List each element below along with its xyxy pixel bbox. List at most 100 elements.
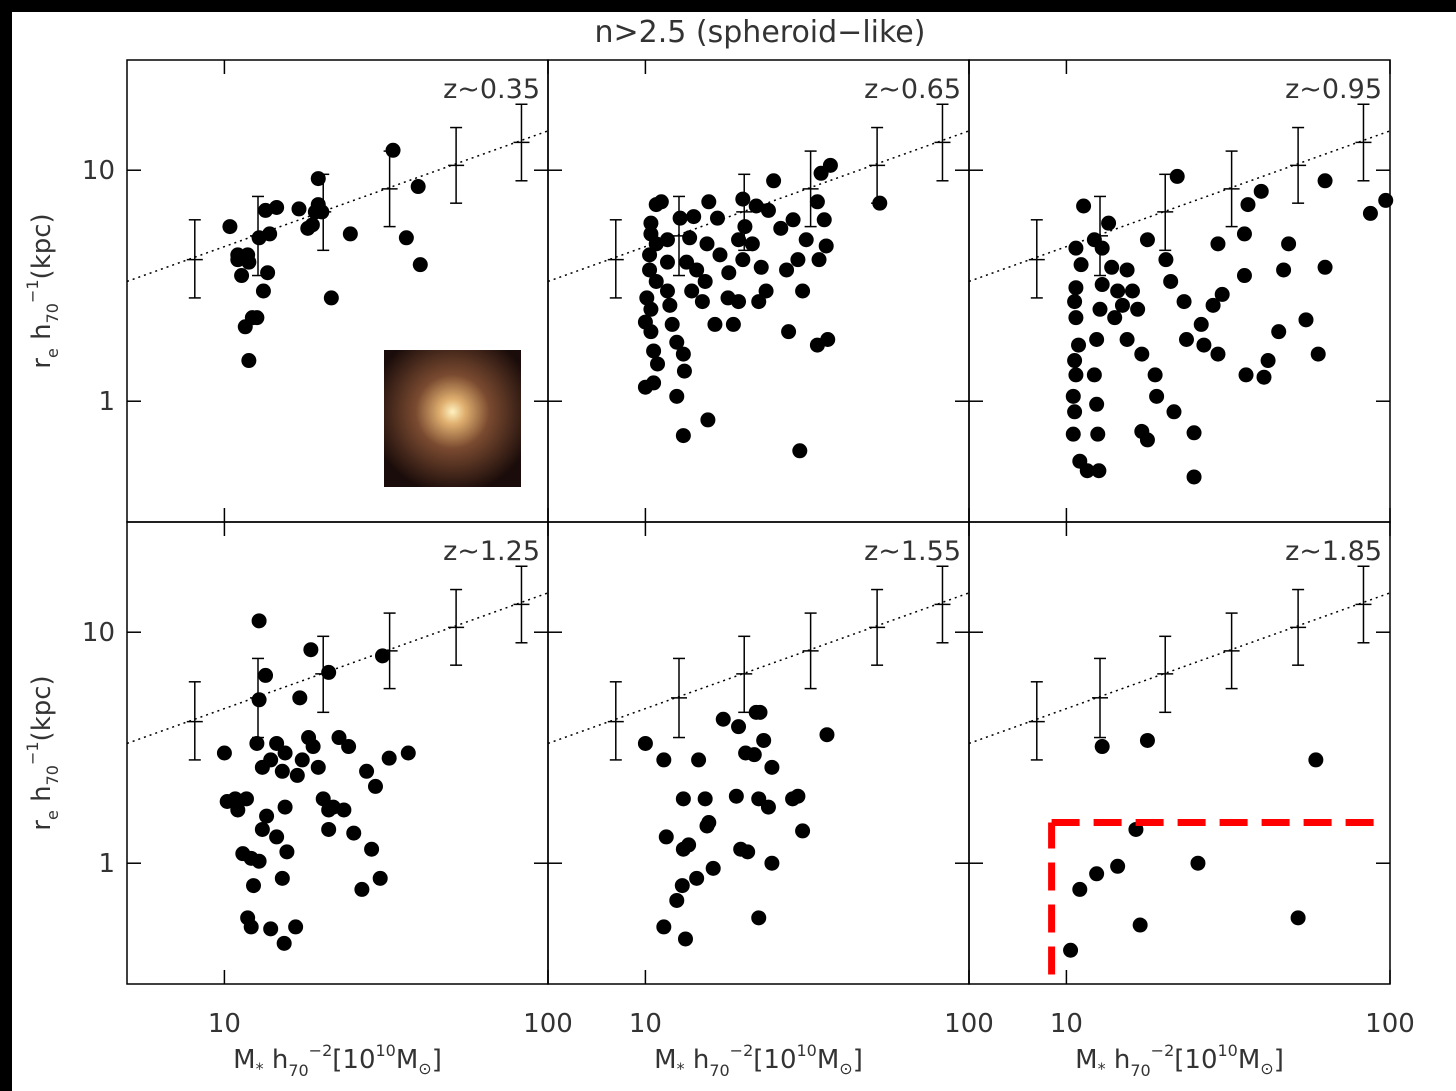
galaxy-point [676, 363, 692, 379]
galaxy-point [292, 690, 308, 706]
reference-line [968, 130, 1391, 283]
galaxy-point [643, 215, 659, 231]
galaxy-point [1089, 396, 1105, 412]
x-label-part: h [1106, 1045, 1131, 1075]
y-label-part: 70 [43, 303, 62, 323]
galaxy-point [1210, 236, 1226, 252]
galaxy-point [291, 201, 307, 217]
galaxy-point [323, 290, 339, 306]
galaxy-point [744, 236, 760, 252]
galaxy-point [731, 232, 747, 248]
galaxy-point [816, 212, 832, 228]
galaxy-point [1317, 259, 1333, 275]
galaxy-point [811, 252, 827, 268]
x-label-part: −2 [1151, 1041, 1175, 1060]
galaxy-point [1068, 240, 1084, 256]
galaxy-point [1186, 469, 1202, 485]
galaxy-point [648, 273, 664, 289]
panel: 1 10 z~0.35 [82, 59, 549, 523]
galaxy-point [269, 199, 285, 215]
galaxy-point [646, 343, 662, 359]
galaxy-point [1281, 236, 1297, 252]
galaxy-point [300, 220, 316, 236]
panel-label: z~0.95 [1285, 74, 1382, 105]
y-label-part: (kpc) [27, 675, 57, 741]
galaxy-point [331, 730, 347, 746]
galaxy-point [686, 209, 702, 225]
x-label-part: 10 [1218, 1041, 1238, 1060]
galaxy-point [662, 297, 678, 313]
x-label-part: ] [853, 1045, 863, 1075]
galaxy-point [1067, 404, 1083, 420]
galaxy-point [731, 719, 747, 735]
y-tick-label: 1 [98, 387, 115, 417]
y-label-part: r [27, 820, 57, 831]
galaxy-point [758, 283, 774, 299]
galaxy-point [258, 667, 274, 683]
galaxy-point [639, 290, 655, 306]
galaxy-point [1163, 273, 1179, 289]
galaxy-point [764, 855, 780, 871]
galaxy-point [1298, 312, 1314, 328]
x-label: M* h70−2[1010M⊙] [1075, 1041, 1284, 1080]
galaxy-point [746, 747, 762, 763]
x-label-part: −2 [309, 1041, 333, 1060]
x-label-part: 70 [288, 1061, 308, 1080]
galaxy-point [669, 892, 685, 908]
galaxy-point [689, 870, 705, 886]
galaxy-point [684, 283, 700, 299]
x-label-part: h [264, 1045, 289, 1075]
x-label: M* h70−2[1010M⊙] [233, 1041, 442, 1080]
galaxy-point [709, 210, 725, 226]
galaxy-point [274, 763, 290, 779]
x-label-part: M [817, 1045, 839, 1075]
galaxy-point [674, 878, 690, 894]
x-label-part: 10 [376, 1041, 396, 1060]
galaxy-point [760, 202, 776, 218]
galaxy-point [1094, 240, 1110, 256]
galaxy-point [1276, 262, 1292, 278]
galaxy-point [656, 752, 672, 768]
galaxy-point [1196, 337, 1212, 353]
galaxy-point [234, 268, 250, 284]
x-label-part: [10 [332, 1045, 375, 1075]
x-label-part: 70 [1130, 1061, 1150, 1080]
galaxy-point [1158, 252, 1174, 268]
x-label-part: M [654, 1045, 676, 1075]
galaxy-point [659, 283, 675, 299]
x-label-part: 70 [709, 1061, 729, 1080]
galaxy-point [1114, 297, 1130, 313]
x-tick-label: 10 [1050, 1009, 1083, 1039]
galaxy-point [785, 212, 801, 228]
panel-label: z~1.55 [864, 536, 961, 567]
galaxy-point [760, 799, 776, 815]
galaxy-point [1086, 367, 1102, 383]
galaxy-point [675, 346, 691, 362]
galaxy-point [315, 791, 331, 807]
galaxy-point [274, 870, 290, 886]
galaxy-point [1236, 268, 1252, 284]
galaxy-point [216, 745, 232, 761]
reference-line [126, 130, 549, 283]
background [12, 12, 1456, 1091]
galaxy-point [262, 226, 278, 242]
galaxy-point [310, 759, 326, 775]
galaxy-point [1378, 192, 1394, 208]
galaxy-point [700, 412, 716, 428]
galaxy-point [1076, 198, 1092, 214]
galaxy-point [697, 273, 713, 289]
galaxy-point [1290, 910, 1306, 926]
galaxy-point [1068, 367, 1084, 383]
galaxy-point [1238, 367, 1254, 383]
x-label-part: [10 [753, 1045, 796, 1075]
galaxy-point [1149, 388, 1165, 404]
galaxy-point [715, 711, 731, 727]
galaxy-point [669, 334, 685, 350]
galaxy-point [751, 294, 767, 310]
galaxy-point [1092, 301, 1108, 317]
galaxy-point [246, 878, 262, 894]
galaxy-point [260, 265, 276, 281]
galaxy-point [781, 324, 797, 340]
galaxy-point [790, 252, 806, 268]
galaxy-point [735, 252, 751, 268]
